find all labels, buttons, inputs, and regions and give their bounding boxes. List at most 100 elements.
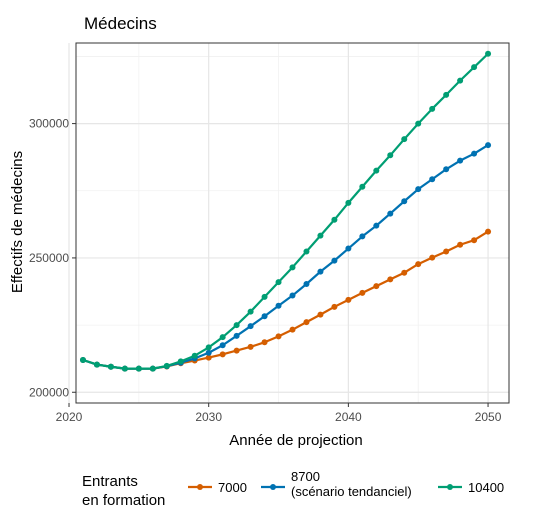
data-point <box>345 245 352 252</box>
data-point <box>331 303 338 310</box>
y-axis-title: Effectifs de médecins <box>9 151 26 293</box>
data-point <box>373 222 380 229</box>
data-point <box>429 254 436 261</box>
data-point <box>275 279 282 286</box>
data-point <box>485 50 492 57</box>
data-point <box>373 167 380 174</box>
x-axis: 2020 2030 2040 2050 <box>56 403 502 424</box>
x-axis-title: Année de projection <box>229 432 362 449</box>
data-point <box>457 77 464 84</box>
data-point <box>471 64 478 71</box>
data-point <box>485 142 492 149</box>
data-point <box>331 257 338 264</box>
legend-key-point <box>197 484 203 490</box>
data-point <box>219 342 226 349</box>
legend-title-line-2: en formation <box>82 492 165 509</box>
x-tick-label: 2050 <box>475 410 502 424</box>
data-point <box>457 157 464 164</box>
data-point <box>107 363 114 370</box>
data-point <box>443 166 450 173</box>
data-point <box>485 228 492 235</box>
data-point <box>303 319 310 326</box>
data-point <box>121 365 128 372</box>
legend-entry-3: 10400 <box>438 480 504 495</box>
data-point <box>331 216 338 223</box>
legend-label: 7000 <box>218 480 247 495</box>
data-point <box>149 365 156 372</box>
data-point <box>247 323 254 330</box>
data-point <box>261 293 268 300</box>
data-point <box>443 91 450 98</box>
chart-title: Médecins <box>84 14 157 33</box>
data-point <box>317 268 324 275</box>
data-point <box>205 354 212 361</box>
data-point <box>275 333 282 340</box>
data-point <box>373 283 380 290</box>
legend-entry-2: 8700 (scénario tendanciel) <box>261 469 412 499</box>
legend-label: 8700 (scénario tendanciel) <box>291 469 412 499</box>
data-point <box>163 362 170 369</box>
y-tick-label: 200000 <box>29 385 69 399</box>
data-point <box>415 120 422 127</box>
legend-label-line: (scénario tendanciel) <box>291 484 412 499</box>
data-point <box>317 311 324 318</box>
data-point <box>387 276 394 283</box>
data-point <box>93 361 100 368</box>
legend-label-line: 8700 <box>291 469 320 484</box>
y-tick-label: 250000 <box>29 251 69 265</box>
x-tick-label: 2040 <box>335 410 362 424</box>
data-point <box>219 351 226 358</box>
legend-entries: 7000 8700 (scénario tendanciel) 10400 <box>188 469 504 499</box>
series-line-10400 <box>82 52 489 370</box>
data-point <box>247 308 254 315</box>
data-point <box>135 365 142 372</box>
data-point <box>415 186 422 193</box>
data-point <box>387 210 394 217</box>
series-10400 <box>79 50 492 372</box>
data-point <box>359 233 366 240</box>
legend-title: Entrants en formation <box>82 473 165 509</box>
data-point <box>205 349 212 356</box>
data-point <box>233 322 240 329</box>
data-point <box>205 344 212 351</box>
data-point <box>289 326 296 333</box>
data-point <box>471 150 478 157</box>
y-axis: 200000 250000 300000 <box>29 117 76 399</box>
data-point <box>387 152 394 159</box>
panel-border <box>75 42 510 404</box>
data-point <box>415 261 422 268</box>
x-tick-label: 2030 <box>195 410 222 424</box>
legend-label-line: 10400 <box>468 480 504 495</box>
data-point <box>247 343 254 350</box>
data-point <box>401 136 408 143</box>
data-point <box>401 198 408 205</box>
data-point <box>457 241 464 248</box>
data-point <box>275 302 282 309</box>
legend-title-line-1: Entrants <box>82 473 138 490</box>
legend-key-point <box>270 484 276 490</box>
data-point <box>261 339 268 346</box>
data-point <box>303 248 310 255</box>
data-point <box>429 176 436 183</box>
data-point <box>289 264 296 271</box>
data-point <box>233 332 240 339</box>
grid <box>68 43 509 403</box>
data-point <box>359 289 366 296</box>
series-layer <box>79 50 492 372</box>
data-point <box>177 358 184 365</box>
data-point <box>359 183 366 190</box>
data-point <box>443 248 450 255</box>
y-tick-label: 300000 <box>29 117 69 131</box>
data-point <box>401 269 408 276</box>
legend: Entrants en formation 7000 8700 (scénario … <box>82 469 504 509</box>
data-point <box>289 292 296 299</box>
data-point <box>191 352 198 359</box>
data-point <box>303 280 310 287</box>
data-point <box>471 237 478 244</box>
data-point <box>233 347 240 354</box>
x-tick-label: 2020 <box>56 410 83 424</box>
data-point <box>79 357 86 364</box>
data-point <box>345 296 352 303</box>
series-line-8700 <box>82 144 489 370</box>
data-point <box>261 313 268 320</box>
